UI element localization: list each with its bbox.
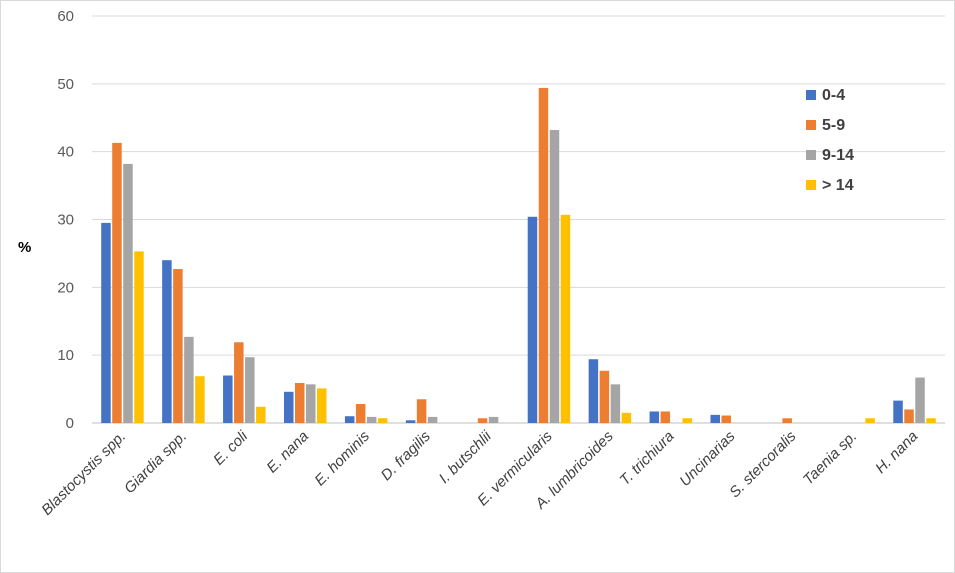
y-tick-label: 40 bbox=[57, 144, 74, 161]
bar bbox=[649, 411, 660, 423]
x-tick-label: H. nana bbox=[872, 428, 921, 477]
bar bbox=[344, 416, 355, 423]
y-tick-label: 60 bbox=[57, 8, 74, 25]
legend-label: 0-4 bbox=[822, 87, 845, 104]
bar bbox=[599, 370, 610, 423]
x-tick-label: E. coli bbox=[210, 427, 251, 468]
legend-swatch bbox=[806, 150, 816, 160]
bar bbox=[317, 388, 327, 423]
x-tick-label: E. hominis bbox=[311, 427, 373, 489]
bar bbox=[527, 216, 538, 423]
bar bbox=[184, 336, 194, 423]
bar bbox=[355, 404, 366, 423]
bar bbox=[245, 357, 255, 423]
bar bbox=[915, 377, 925, 423]
bar bbox=[427, 416, 438, 423]
bar bbox=[538, 87, 549, 424]
y-tick-label: 0 bbox=[66, 415, 74, 432]
y-axis-ticks: 0 10 20 30 40 50 60 bbox=[57, 8, 74, 432]
y-axis-label: % bbox=[18, 239, 31, 256]
y-tick-label: 50 bbox=[57, 76, 74, 93]
legend-swatch bbox=[806, 120, 816, 130]
bar bbox=[256, 406, 266, 423]
bar bbox=[710, 414, 720, 423]
x-tick-label: I. butschlii bbox=[436, 427, 496, 487]
bar bbox=[284, 391, 294, 423]
bar bbox=[306, 384, 316, 423]
bar bbox=[682, 418, 693, 423]
legend-swatch bbox=[806, 90, 816, 100]
bar bbox=[782, 418, 792, 423]
bar bbox=[223, 375, 233, 423]
bar bbox=[477, 418, 488, 423]
y-tick-label: 20 bbox=[57, 279, 74, 296]
bar bbox=[610, 384, 621, 423]
bar bbox=[234, 342, 244, 423]
bar bbox=[162, 260, 172, 423]
bar bbox=[405, 420, 416, 423]
legend: 0-4 5-9 9-14 > 14 bbox=[806, 87, 854, 194]
bar bbox=[366, 416, 377, 423]
bar bbox=[377, 418, 388, 423]
bar bbox=[101, 222, 111, 423]
bar bbox=[195, 376, 205, 423]
x-tick-label: E. nana bbox=[263, 428, 312, 477]
bar bbox=[560, 214, 571, 423]
x-tick-label: T. trichiura bbox=[616, 428, 677, 489]
bar bbox=[416, 399, 427, 423]
x-tick-label: Blastocystis spp. bbox=[38, 428, 129, 519]
x-tick-label: Taenia sp. bbox=[800, 428, 861, 489]
y-tick-label: 10 bbox=[57, 347, 74, 364]
legend-label: 5-9 bbox=[822, 117, 845, 134]
x-axis-labels: Blastocystis spp.Giardia spp. E. coli E. n… bbox=[38, 427, 921, 518]
bar bbox=[488, 416, 499, 423]
bar bbox=[549, 129, 560, 423]
legend-label: 9-14 bbox=[822, 147, 854, 164]
bar bbox=[112, 142, 122, 423]
bar bbox=[173, 269, 183, 423]
x-tick-label: D. fragilis bbox=[378, 427, 435, 484]
x-tick-label: Giardia spp. bbox=[121, 428, 190, 497]
legend-label: > 14 bbox=[822, 177, 854, 194]
gridlines bbox=[92, 15, 945, 424]
bar bbox=[123, 163, 133, 424]
bar bbox=[865, 418, 875, 423]
x-tick-label: Uncinarias bbox=[676, 427, 738, 489]
legend-swatch bbox=[806, 180, 816, 190]
bar bbox=[134, 251, 144, 423]
y-tick-label: 30 bbox=[57, 212, 74, 229]
bar bbox=[721, 415, 731, 423]
bar bbox=[588, 359, 599, 423]
bar bbox=[893, 400, 903, 423]
bar bbox=[660, 411, 671, 423]
bar bbox=[904, 409, 914, 423]
bar bbox=[621, 412, 632, 423]
bar bbox=[926, 418, 936, 423]
bars bbox=[101, 87, 936, 424]
bar bbox=[295, 382, 305, 423]
